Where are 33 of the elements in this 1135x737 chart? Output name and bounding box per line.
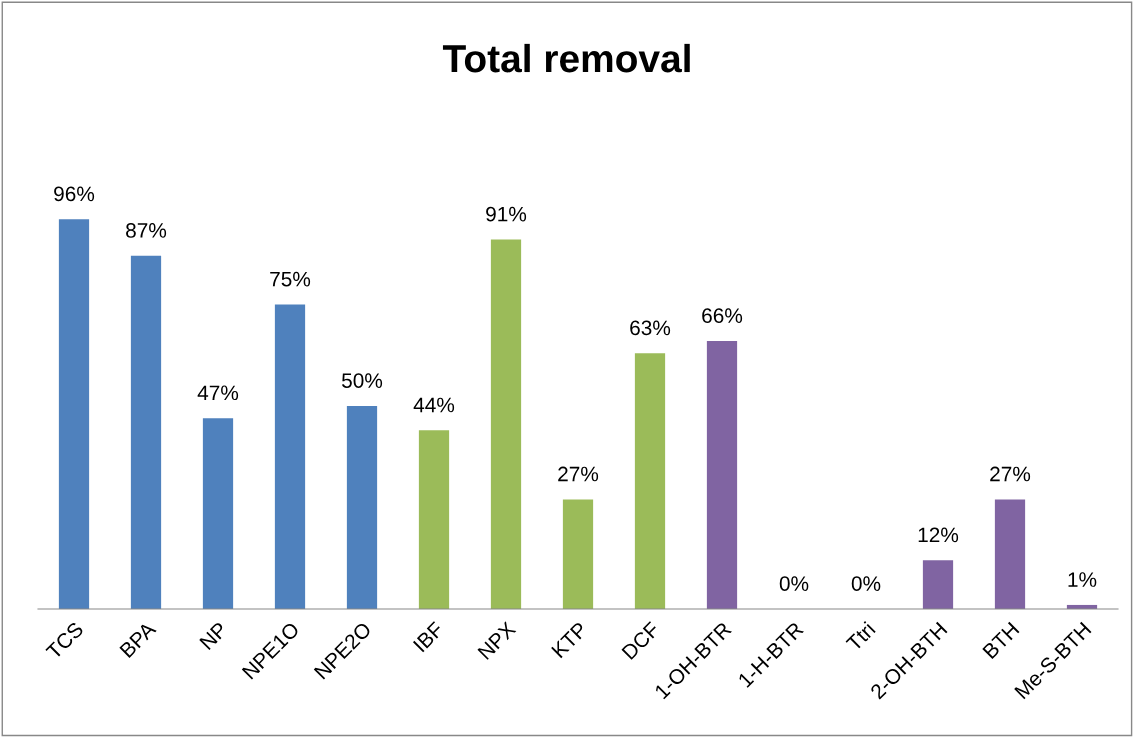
data-label: 44% (413, 397, 455, 413)
bar (562, 499, 594, 609)
data-label: 75% (270, 271, 311, 287)
chart-title: Total removal (442, 43, 690, 73)
data-label: 27% (990, 466, 1031, 482)
data-label: 63% (630, 320, 671, 336)
bar (490, 239, 522, 609)
data-label: 50% (341, 373, 383, 388)
data-label: 27% (558, 466, 599, 482)
bar (346, 406, 378, 609)
data-label: 0% (779, 576, 809, 591)
bar (130, 255, 162, 609)
bar (634, 353, 666, 609)
bar (58, 219, 90, 609)
data-label: 1% (1068, 572, 1097, 587)
bar (706, 341, 738, 609)
data-label: 47% (197, 385, 239, 401)
data-label: 96% (54, 186, 95, 202)
data-label: 87% (126, 223, 167, 238)
x-tick-label: KTP (551, 621, 588, 659)
x-tick-label: TCS (45, 621, 85, 661)
bar (994, 499, 1026, 609)
x-tick-label: IBF (412, 621, 445, 653)
bar (922, 560, 954, 609)
bar (418, 430, 450, 609)
data-label: 12% (918, 527, 959, 543)
bar (274, 304, 306, 609)
x-tick-label: NP (199, 621, 228, 651)
x-tick-label: BPA (119, 620, 157, 658)
data-label: 66% (702, 308, 743, 324)
data-label: 0% (851, 576, 881, 591)
bar (202, 418, 234, 609)
data-label: 91% (486, 206, 527, 222)
